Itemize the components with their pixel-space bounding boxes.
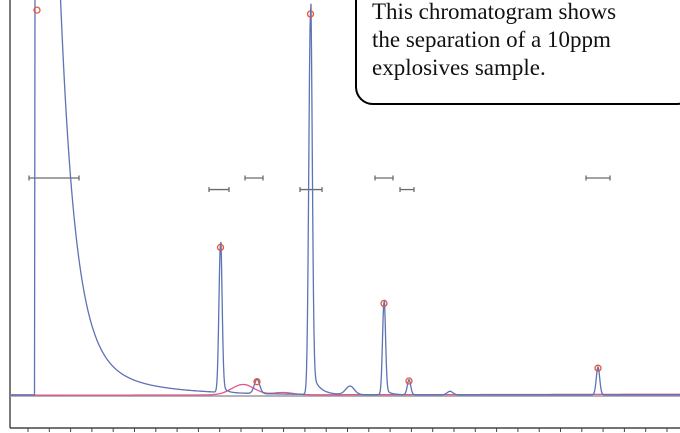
retention-window [585,175,611,181]
retention-window [208,187,230,193]
signal-series [10,0,680,396]
peak-marker [380,299,388,308]
retention-window [374,175,394,181]
retention-window [28,175,80,181]
peak-marker [216,243,225,252]
retention-windows [28,175,611,193]
retention-window [399,187,415,193]
plot-frame [9,0,680,429]
peak-marker [306,10,315,18]
peak-marker [33,6,41,14]
peak-marker [253,378,261,386]
retention-window [299,187,323,193]
x-axis-ticks [27,428,668,432]
annotation-text: This chromatogram shows the separation o… [372,0,617,80]
retention-window [244,175,264,181]
peak-marker [594,364,602,372]
annotation-callout: This chromatogram shows the separation o… [355,0,680,105]
peak-markers [33,6,602,386]
peak-marker [405,377,413,385]
